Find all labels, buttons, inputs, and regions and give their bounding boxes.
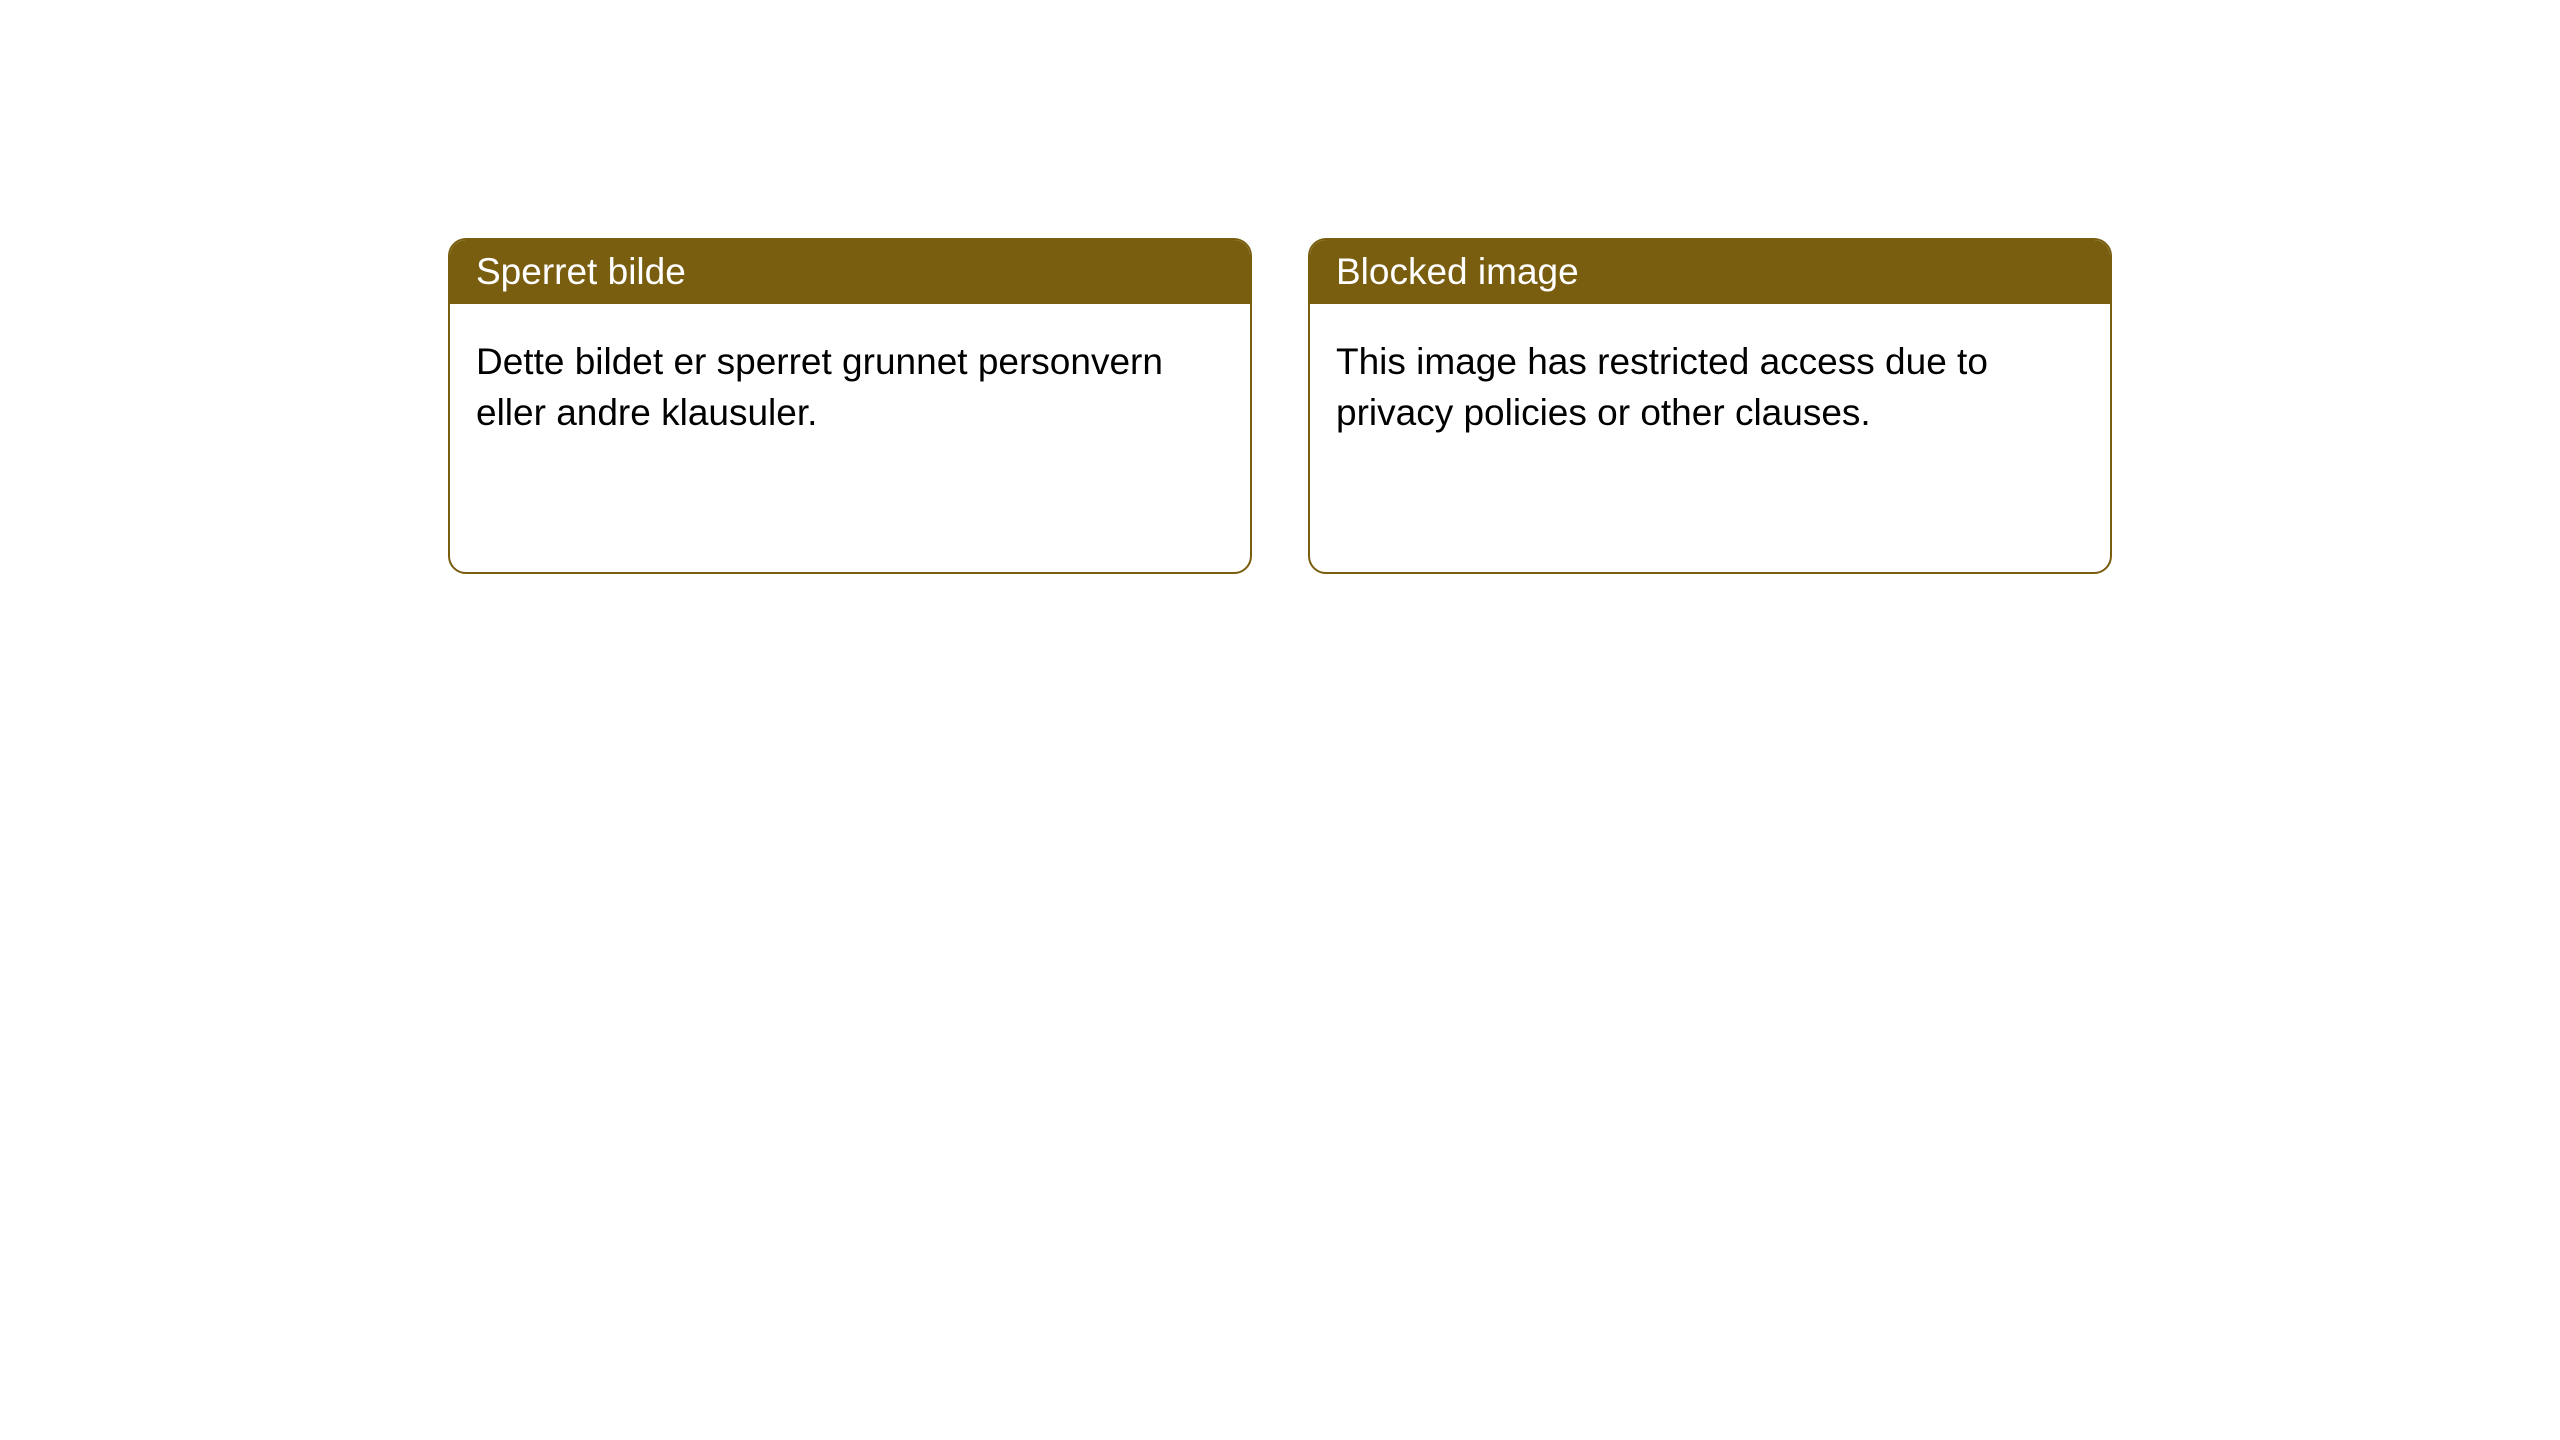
notice-body: This image has restricted access due to … <box>1310 304 2110 470</box>
notice-body: Dette bildet er sperret grunnet personve… <box>450 304 1250 470</box>
notice-header: Blocked image <box>1310 240 2110 304</box>
notice-container: Sperret bilde Dette bildet er sperret gr… <box>0 0 2560 574</box>
notice-card-norwegian: Sperret bilde Dette bildet er sperret gr… <box>448 238 1252 574</box>
notice-header: Sperret bilde <box>450 240 1250 304</box>
notice-card-english: Blocked image This image has restricted … <box>1308 238 2112 574</box>
